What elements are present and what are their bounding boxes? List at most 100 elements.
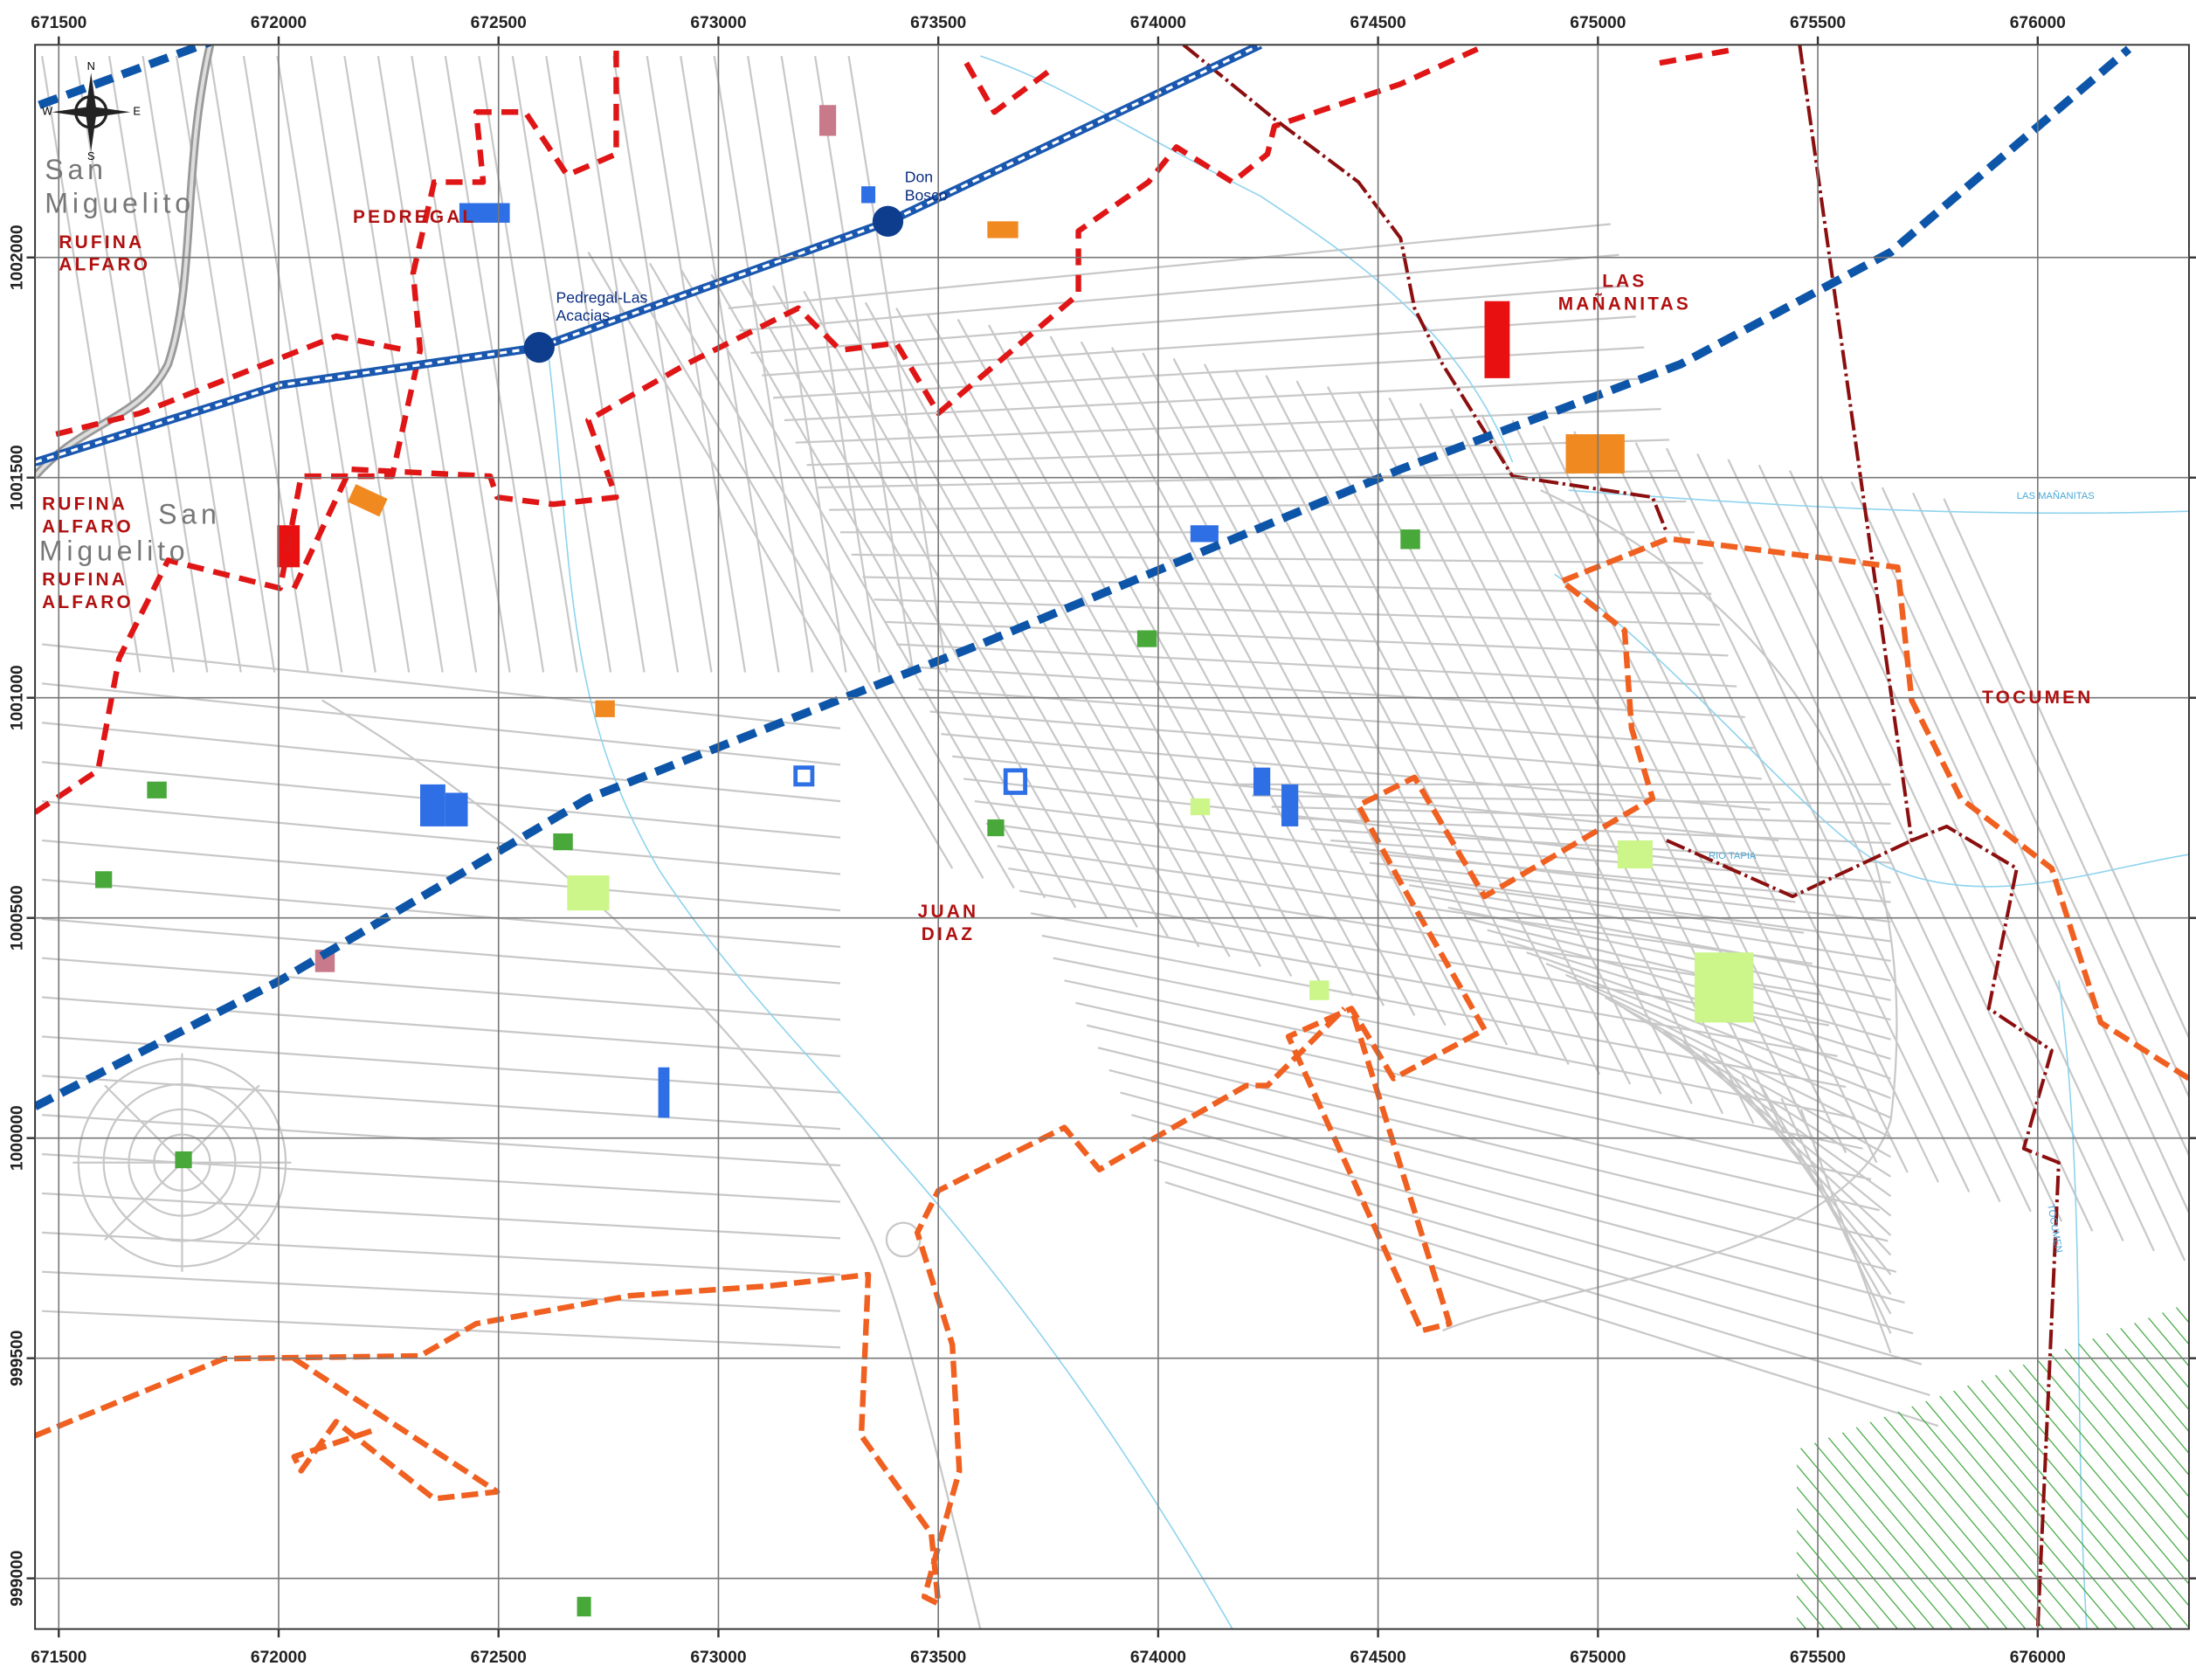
street xyxy=(42,839,841,912)
street xyxy=(42,878,841,948)
street xyxy=(907,666,1745,719)
street xyxy=(1757,464,2124,1242)
street xyxy=(181,1161,260,1241)
street xyxy=(896,643,1737,688)
street xyxy=(795,408,1661,444)
park xyxy=(1190,798,1211,816)
place-label: ALFARO xyxy=(59,254,150,274)
place-label: PEDREGAL xyxy=(353,207,476,227)
street xyxy=(181,1084,260,1164)
street xyxy=(1310,828,1891,864)
street xyxy=(885,1221,922,1258)
station-label: Don xyxy=(905,168,933,185)
street xyxy=(1408,884,1891,962)
street xyxy=(1511,419,1878,1164)
building xyxy=(1253,767,1271,796)
x-tick-label: 676000 xyxy=(2010,1649,2066,1667)
street xyxy=(587,252,954,869)
boundary xyxy=(35,1006,1347,1607)
park xyxy=(1695,952,1754,1023)
place-label: San xyxy=(158,499,220,530)
place-label: TOCUMEN xyxy=(1982,688,2093,708)
street xyxy=(42,957,841,1021)
y-tick-label: 1002000 xyxy=(9,225,27,290)
district-boundary xyxy=(1182,45,1668,533)
street xyxy=(1357,391,1724,1115)
x-tick-label: 673000 xyxy=(690,14,746,32)
street xyxy=(1142,1136,1923,1365)
building xyxy=(95,871,113,888)
street xyxy=(648,262,1015,889)
x-tick-label: 673500 xyxy=(910,1649,966,1667)
building xyxy=(577,1596,591,1617)
building xyxy=(459,203,510,223)
street xyxy=(710,273,1077,909)
x-tick-label: 674500 xyxy=(1350,1649,1406,1667)
street xyxy=(1604,996,1892,1158)
district-boundary xyxy=(1666,839,1913,899)
street xyxy=(739,253,1619,332)
street xyxy=(612,55,713,673)
street xyxy=(987,324,1354,997)
building xyxy=(1400,529,1420,550)
street xyxy=(1172,357,1539,1055)
station xyxy=(523,331,555,363)
building xyxy=(553,833,573,851)
streets xyxy=(41,55,2189,1629)
building xyxy=(818,105,837,136)
place-label: Miguelito xyxy=(45,188,195,219)
street xyxy=(142,55,242,673)
features xyxy=(35,45,2189,1629)
street xyxy=(713,55,814,673)
y-tick-label: 999500 xyxy=(9,1331,27,1386)
street xyxy=(874,598,1720,626)
map-frame xyxy=(34,44,2190,1630)
street xyxy=(829,500,1687,511)
street xyxy=(41,643,841,729)
street xyxy=(42,1192,841,1240)
buildings xyxy=(95,105,1754,1617)
street xyxy=(1008,867,1821,996)
building xyxy=(1136,630,1157,647)
street xyxy=(42,799,841,875)
street xyxy=(42,1231,841,1276)
x-tick-label: 671500 xyxy=(31,14,86,32)
street xyxy=(728,223,1611,309)
street xyxy=(918,688,1754,750)
place-label: San xyxy=(45,154,107,185)
x-tick-label: 672500 xyxy=(471,1649,527,1667)
x-tick-label: 674000 xyxy=(1130,14,1186,32)
street xyxy=(478,55,578,673)
street xyxy=(1049,335,1416,1016)
street xyxy=(42,1035,841,1094)
building xyxy=(987,221,1019,239)
street xyxy=(1111,347,1477,1036)
x-tick-label: 673500 xyxy=(910,14,966,32)
building xyxy=(1281,784,1299,826)
street xyxy=(276,55,376,673)
boundary xyxy=(1659,45,1737,66)
boundary xyxy=(1285,536,1668,1334)
street xyxy=(952,755,1779,842)
street xyxy=(806,439,1670,467)
street xyxy=(1789,470,2155,1252)
street xyxy=(42,1310,841,1349)
compass-label: S xyxy=(87,149,95,162)
street xyxy=(1696,453,2063,1222)
street xyxy=(1369,861,1891,923)
street xyxy=(343,55,444,673)
street xyxy=(42,1114,841,1167)
river xyxy=(1554,573,2189,888)
building xyxy=(147,781,167,799)
street xyxy=(104,1084,183,1164)
street xyxy=(1326,386,1693,1104)
street xyxy=(1350,850,1891,903)
place-label: LAS xyxy=(1602,272,1647,292)
street xyxy=(680,55,780,673)
place-label: ALFARO xyxy=(42,592,134,612)
place-label: MAÑANITAS xyxy=(1558,294,1691,314)
compass-label: E xyxy=(133,104,141,117)
street xyxy=(1053,957,1855,1119)
street xyxy=(321,699,982,1629)
street xyxy=(818,469,1678,489)
